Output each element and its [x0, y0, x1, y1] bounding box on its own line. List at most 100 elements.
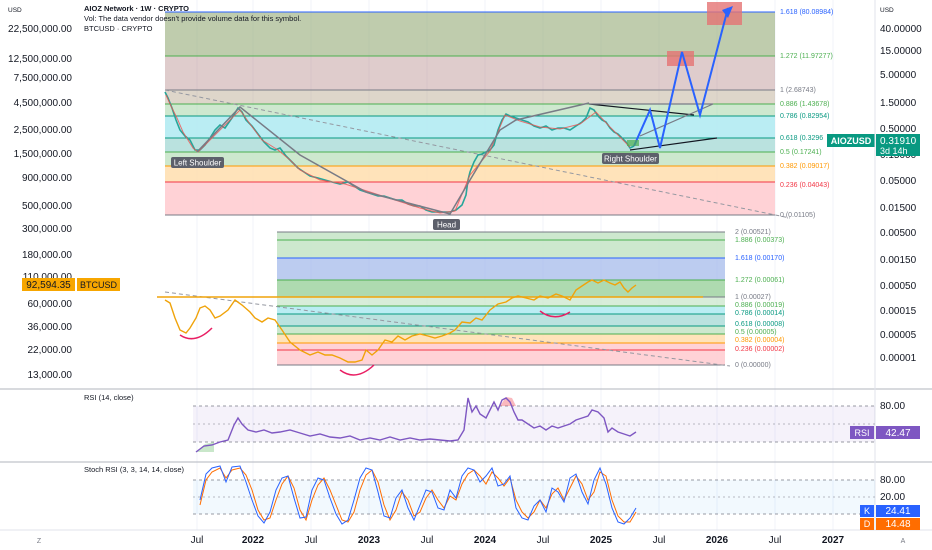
fib-upper-label: 1.618 (80.08984)	[780, 9, 833, 16]
stoch-d-label: D	[864, 519, 871, 529]
aioz-badge-symbol: AIOZUSD	[831, 136, 872, 146]
time-axis-label: Jul	[421, 535, 434, 546]
dashed-trendline-lower	[164, 291, 731, 367]
fib-lower-label: 0.236 (0.00002)	[735, 346, 784, 353]
left-axis-tick: 22,000.00	[28, 345, 73, 356]
aioz-price-series-red	[165, 94, 631, 214]
arc-right-shoulder-btc	[539, 310, 571, 318]
left-axis-tick: 7,500,000.00	[14, 73, 73, 84]
fib-upper-label: 0.236 (0.04043)	[780, 182, 829, 189]
arc-left-shoulder-btc	[179, 327, 213, 340]
rsi-title[interactable]: RSI (14, close)	[84, 393, 134, 402]
rsi-badge-label: RSI	[854, 428, 869, 438]
fib-upper-labels: 1.618 (80.08984) 1.272 (11.97277) 1 (2.6…	[780, 9, 833, 219]
left-axis-tick: 180,000.00	[22, 250, 72, 261]
time-axis-label: 2022	[242, 535, 265, 546]
time-axis-label: Jul	[769, 535, 782, 546]
target-box-upper	[707, 2, 742, 25]
time-axis-label: Jul	[191, 535, 204, 546]
btc-badge-symbol: BTCUSD	[80, 280, 118, 290]
head-tag: Head	[433, 219, 460, 230]
arc-head-btc	[339, 364, 375, 376]
fib-upper-label: 0.382 (0.09017)	[780, 163, 829, 170]
stoch-title[interactable]: Stoch RSI (3, 3, 14, 14, close)	[84, 465, 185, 474]
chart-header: USD AIOZ Network · 1W · CRYPTO Vol: The …	[8, 4, 894, 33]
time-axis-label: Jul	[537, 535, 550, 546]
fib-lower-label: 0.618 (0.00008)	[735, 321, 784, 328]
right-axis-tick: 0.00015	[880, 306, 917, 317]
currency-right-label: USD	[880, 7, 894, 14]
fib-lower-label: 0.886 (0.00019)	[735, 302, 784, 309]
left-axis-tick: 22,500,000.00	[8, 24, 72, 35]
fib-band-1618	[165, 12, 775, 56]
fib-lower-bands	[277, 232, 725, 365]
currency-left-label: USD	[8, 7, 22, 14]
auto-scale-button[interactable]: A	[901, 538, 906, 545]
chart-title[interactable]: AIOZ Network · 1W · CRYPTO	[84, 4, 189, 13]
left-shoulder-tag: Left Shoulder	[171, 157, 224, 168]
fib-lower-label: 0.5 (0.00005)	[735, 329, 777, 336]
projection-path	[633, 7, 729, 149]
fib-band-1	[165, 90, 775, 104]
right-axis-tick: 0.01500	[880, 203, 917, 214]
time-axis-label: 2027	[822, 535, 845, 546]
right-axis-tick: 0.00500	[880, 228, 917, 239]
left-axis-tick: 2,500,000.00	[14, 125, 73, 136]
fib-upper-label: 0.5 (0.17241)	[780, 149, 822, 156]
rsi-line	[195, 397, 637, 453]
fib-lower-label: 1.272 (0.00061)	[735, 277, 784, 284]
right-axis-tick: 5.00000	[880, 70, 917, 81]
left-axis-tick: 500,000.00	[22, 201, 72, 212]
fib-lower-label: 0.786 (0.00014)	[735, 310, 784, 317]
left-axis[interactable]: 22,500,000.00 12,500,000.00 7,500,000.00…	[8, 24, 72, 381]
left-axis-tick: 36,000.00	[28, 322, 73, 333]
rsi-overbought-fill	[500, 397, 516, 406]
compare-symbol[interactable]: BTCUSD · CRYPTO	[84, 24, 153, 33]
left-axis-tick: 110,000.00	[23, 272, 73, 283]
stoch-k-label: K	[864, 506, 870, 516]
left-shoulder-text: Left Shoulder	[174, 159, 222, 168]
fib-band-0236	[165, 182, 775, 215]
volume-note: Vol: The data vendor doesn't provide vol…	[84, 14, 301, 23]
current-price-marker	[627, 140, 639, 146]
left-axis-tick: 300,000.00	[22, 224, 72, 235]
left-axis-tick: 13,000.00	[28, 370, 73, 381]
stoch-pane: Stoch RSI (3, 3, 14, 14, close) 80.00 20…	[84, 465, 920, 530]
fib-lower-labels: 2 (0.00521) 1.886 (0.00373) 1.618 (0.001…	[735, 229, 784, 369]
fib-lower-label: 2 (0.00521)	[735, 229, 771, 236]
right-axis-tick: 0.05000	[880, 176, 917, 187]
right-shoulder-tag: Right Shoulder	[602, 153, 659, 164]
time-axis-label: Jul	[653, 535, 666, 546]
left-axis-tick: 900,000.00	[22, 173, 72, 184]
right-axis-tick: 0.00001	[880, 353, 917, 364]
rsi-tick-80: 80.00	[880, 401, 905, 412]
right-shoulder-text: Right Shoulder	[604, 155, 657, 164]
fib-upper-label: 0 (0.01105)	[780, 212, 815, 219]
time-axis[interactable]: Jul 2022 Jul 2023 Jul 2024 Jul 2025 Jul …	[37, 535, 906, 546]
stoch-k-line	[199, 465, 637, 525]
right-axis-tick: 0.00050	[880, 281, 917, 292]
time-axis-label: 2026	[706, 535, 729, 546]
rsi-pane: RSI (14, close) 80.00 RSI 42.47	[84, 393, 920, 453]
stoch-tick-80: 80.00	[880, 475, 905, 486]
aioz-badge-countdown: 3d 14h	[880, 146, 908, 156]
triangle-lower-line	[629, 137, 718, 151]
stoch-k-value: 24.41	[885, 506, 910, 517]
stoch-d-value: 14.48	[885, 519, 910, 530]
fib-lower-label: 0 (0.00000)	[735, 362, 771, 369]
zoom-icon[interactable]: Z	[37, 538, 42, 545]
btc-price-badge: 92,594.35 BTCUSD	[22, 278, 120, 291]
dashed-trendline-upper	[164, 89, 791, 219]
aioz-badge-price: 0.31910	[880, 136, 917, 147]
right-axis-tick: 0.00005	[880, 330, 917, 341]
fib-upper-label: 1 (2.68743)	[780, 87, 816, 94]
left-axis-tick: 1,500,000.00	[14, 149, 73, 160]
rsi-oversold-fill	[196, 442, 214, 452]
fib-lower-label: 1.886 (0.00373)	[735, 237, 784, 244]
rsi-badge-value: 42.47	[885, 428, 910, 439]
fib-upper-label: 0.886 (1.43678)	[780, 101, 829, 108]
time-axis-label: Jul	[305, 535, 318, 546]
fib-lower-label: 0.382 (0.00004)	[735, 337, 784, 344]
fib-upper-label: 1.272 (11.97277)	[780, 53, 833, 60]
